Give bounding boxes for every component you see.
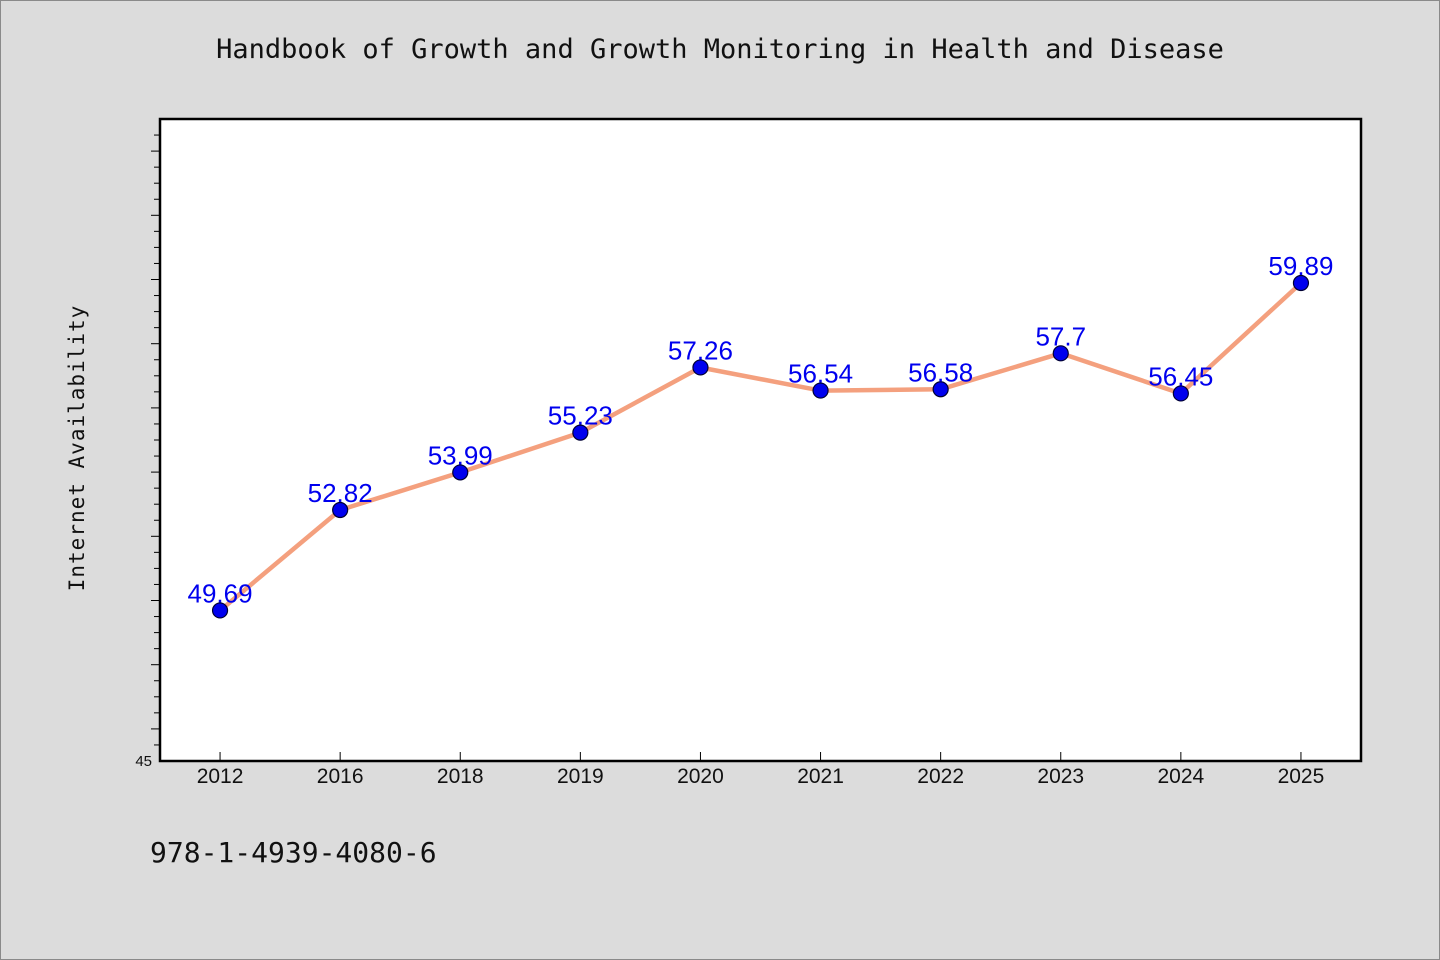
plot-area (160, 119, 1361, 761)
data-point (812, 382, 829, 399)
x-tick-label: 2012 (197, 765, 244, 788)
data-label: 59.89 (1268, 251, 1333, 281)
data-point (1292, 274, 1310, 292)
x-tick-label: 2021 (797, 765, 844, 788)
data-point (572, 424, 589, 441)
data-label: 56.54 (788, 359, 853, 389)
x-tick-label: 2025 (1278, 765, 1325, 788)
data-label: 56.58 (908, 357, 973, 387)
data-label: 57.7 (1035, 321, 1086, 351)
isbn-text: 978-1-4939-4080-6 (150, 836, 437, 869)
x-tick-label: 2023 (1037, 765, 1084, 788)
plot-border (158, 117, 1363, 763)
data-label: 52.82 (308, 478, 373, 508)
data-point (1172, 385, 1189, 402)
y-tick-label: 45 (135, 753, 152, 770)
x-tick-label: 2022 (917, 765, 964, 788)
data-point (1052, 345, 1069, 362)
x-tick-label: 2024 (1157, 765, 1204, 788)
data-point (211, 602, 229, 619)
chart-title: Handbook of Growth and Growth Monitoring… (216, 34, 1224, 65)
x-tick-label: 2020 (677, 765, 724, 788)
x-tick-label: 2016 (317, 765, 364, 788)
data-label: 53.99 (428, 440, 493, 470)
data-label: 57.26 (668, 335, 733, 365)
data-point (332, 501, 349, 519)
data-label: 55.23 (548, 401, 613, 431)
x-tick-label: 2018 (437, 765, 484, 788)
x-tick-label: 2019 (557, 765, 604, 788)
data-label: 56.45 (1148, 361, 1213, 391)
data-point (452, 464, 469, 481)
series-line (217, 280, 1304, 613)
data-point (932, 381, 949, 398)
data-label: 49.69 (188, 578, 253, 608)
data-point (692, 359, 709, 376)
